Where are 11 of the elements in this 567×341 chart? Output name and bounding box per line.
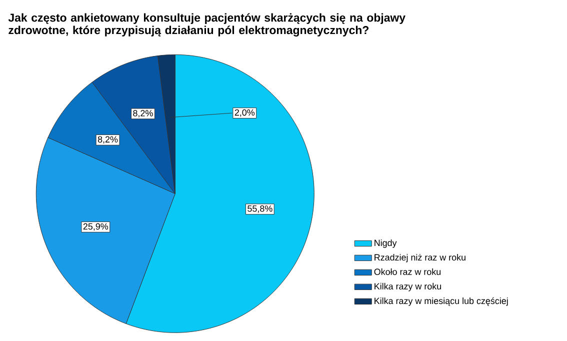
legend-label: Kilka razy w roku — [374, 282, 442, 292]
legend-label: Nigdy — [374, 239, 397, 248]
chart-title: Jak często ankietowany konsultuje pacjentów skarżących się na objawy zdrowotne, które przypisują działaniu pól elektromagnetycznych? — [8, 13, 406, 36]
data-label: 2,0% — [234, 109, 255, 117]
legend-label: Około raz w roku — [374, 268, 441, 276]
legend-label: Kilka razy w miesiącu lub częściej — [374, 297, 508, 306]
data-label: 25,9% — [83, 223, 108, 231]
legend-label: Rzadziej niż raz w roku — [374, 254, 466, 262]
data-label: 8,2% — [133, 110, 153, 118]
data-label: 55,8% — [248, 205, 272, 213]
data-label: 8,2% — [98, 136, 118, 144]
